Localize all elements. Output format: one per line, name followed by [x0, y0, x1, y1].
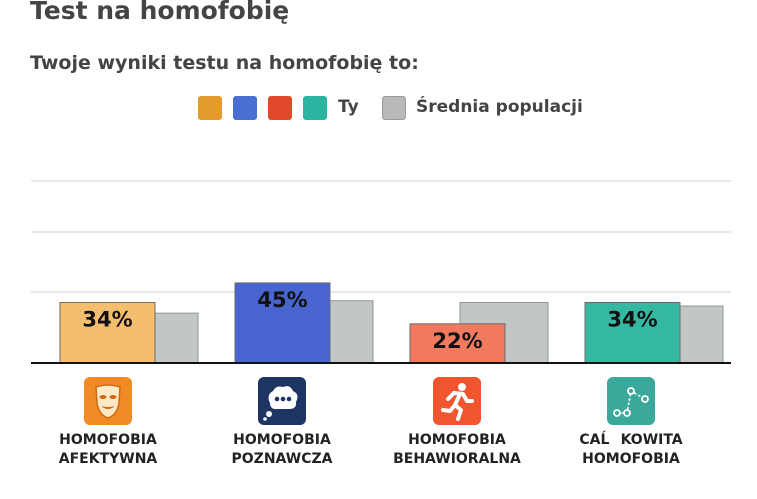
legend-swatch-you-teal	[303, 96, 327, 120]
legend-swatch-average	[382, 96, 406, 120]
you-bar	[59, 301, 156, 364]
legend-label-average: Średnia populacji	[416, 97, 583, 117]
you-bar	[409, 323, 506, 364]
page-title: Test na homofobię	[30, 0, 290, 25]
theater-mask-icon	[84, 377, 132, 425]
legend-label-you: Ty	[338, 97, 359, 117]
average-bar	[329, 300, 374, 364]
graph-nodes-icon	[607, 377, 655, 425]
bar-value-label: 22%	[432, 329, 482, 353]
category-label-affective: HOMOFOBIA AFEKTYWNA	[58, 432, 158, 467]
category-label-total: CAĹKOWITA HOMOFOBIA	[579, 432, 683, 467]
legend-swatch-you-orange	[198, 96, 222, 120]
you-bar	[234, 282, 331, 364]
you-bar	[584, 301, 681, 364]
average-bar	[154, 312, 199, 364]
category-label-cognitive: HOMOFOBIA POZNAWCZA	[231, 432, 333, 467]
category-label-behavioral: HOMOFOBIA BEHAWIORALNA	[393, 432, 521, 467]
results-subtitle: Twoje wyniki testu na homofobię to:	[30, 52, 419, 74]
running-person-icon	[433, 377, 481, 425]
bar-value-label: 34%	[82, 307, 132, 331]
bar-value-label: 34%	[607, 307, 657, 331]
legend-swatch-you-blue	[233, 96, 257, 120]
legend-swatch-you-red	[268, 96, 292, 120]
average-bar	[679, 305, 724, 364]
thought-bubble-icon	[258, 377, 306, 425]
bar-value-label: 45%	[257, 288, 307, 312]
